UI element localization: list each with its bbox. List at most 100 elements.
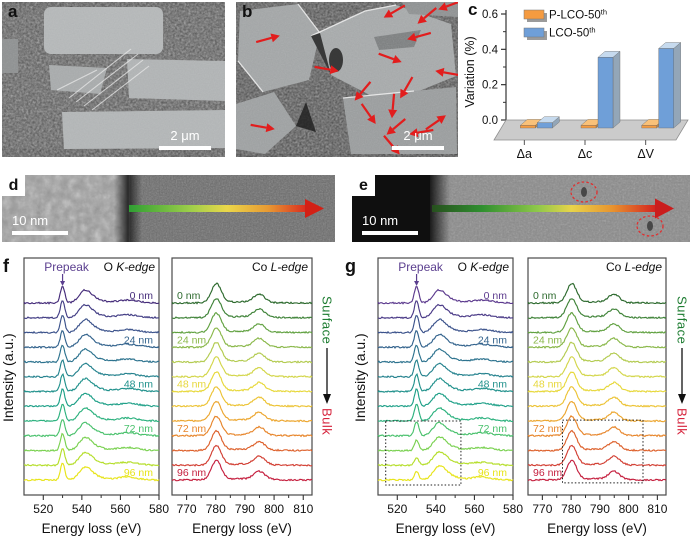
g-depth-legend: Surface Bulk bbox=[672, 296, 692, 436]
eels-curve-16nm bbox=[527, 311, 667, 335]
eels-curve-96nm bbox=[23, 462, 160, 482]
scale-bar-e: 10 nm bbox=[362, 212, 418, 235]
depth-label: 48 nm bbox=[177, 379, 206, 391]
eels-curve-56nm bbox=[527, 386, 667, 408]
eels-curve-88nm bbox=[23, 448, 160, 467]
edge-label: Co L-edge bbox=[606, 260, 662, 274]
eels-curve-0nm bbox=[23, 286, 160, 305]
depth-label: 72 nm bbox=[177, 423, 206, 435]
f-bulk-label: Bulk bbox=[319, 408, 335, 436]
c-legend-label: LCO-50th bbox=[549, 26, 596, 40]
depth-label: 96 nm bbox=[533, 467, 562, 479]
defect-circle-1 bbox=[570, 181, 598, 203]
c-y-tick-label: 0.4 bbox=[482, 44, 499, 56]
eels-curve-56nm bbox=[171, 386, 313, 408]
depth-label: 48 nm bbox=[124, 379, 153, 391]
c-y-tick-label: 0.6 bbox=[482, 9, 498, 21]
depth-label: 96 nm bbox=[124, 467, 153, 479]
eels-curve-80nm bbox=[23, 432, 160, 452]
panel-c-label: c bbox=[468, 0, 478, 19]
scale-bar-d-text: 10 nm bbox=[12, 212, 49, 228]
eels-curve-8nm bbox=[377, 300, 514, 320]
panel-g-label: g bbox=[345, 256, 356, 276]
depth-label: 48 nm bbox=[478, 379, 507, 391]
eels-curve-40nm bbox=[377, 359, 514, 379]
panel-d-label: d bbox=[8, 176, 19, 194]
depth-label: 24 nm bbox=[533, 334, 562, 346]
x-tick-label: 780 bbox=[206, 502, 226, 516]
eels-curve-16nm bbox=[377, 315, 514, 334]
c-legend-swatch bbox=[523, 9, 545, 20]
eels-curve-48nm bbox=[23, 373, 160, 393]
eels-curve-24nm bbox=[23, 330, 160, 349]
defect-arrow bbox=[433, 68, 458, 83]
depth-label: 72 nm bbox=[124, 423, 153, 435]
tem-texture-d bbox=[2, 175, 335, 242]
prepeak-label: Prepeak bbox=[44, 260, 90, 274]
depth-gradient-arrow-e bbox=[432, 205, 657, 212]
scale-bar-b-text: 2 μm bbox=[403, 127, 433, 143]
depth-gradient-arrowhead-d bbox=[305, 199, 324, 218]
eels-curve-72nm bbox=[527, 415, 667, 438]
c-category-label: Δa bbox=[517, 147, 532, 161]
edge-label: Co L-edge bbox=[252, 260, 308, 274]
x-tick-label: 810 bbox=[647, 502, 667, 516]
defect-arrow bbox=[377, 46, 405, 64]
eels-curve-24nm bbox=[171, 327, 313, 350]
depth-label: 24 nm bbox=[478, 334, 507, 346]
eels-curve-0nm bbox=[527, 282, 667, 305]
defect-arrow bbox=[382, 4, 410, 26]
x-tick-label: 800 bbox=[619, 502, 639, 516]
c-category-label: ΔV bbox=[637, 147, 654, 161]
edge-label: O K-edge bbox=[104, 260, 156, 274]
scale-bar-e-line bbox=[362, 231, 418, 235]
f-surface-to-bulk-arrow bbox=[323, 348, 331, 405]
depth-label: 48 nm bbox=[533, 379, 562, 391]
x-tick-label: 580 bbox=[503, 502, 523, 516]
defect-arrow bbox=[420, 108, 447, 131]
f-y-axis-label: Intensity (a.u.) bbox=[0, 333, 16, 422]
x-tick-label: 770 bbox=[532, 502, 552, 516]
f-surface-label: Surface bbox=[319, 296, 335, 345]
panel-f-label: f bbox=[3, 256, 9, 276]
scale-bar-b: 2 μm bbox=[392, 127, 444, 150]
defect-arrow bbox=[398, 75, 420, 103]
eels-curve-32nm bbox=[377, 344, 514, 364]
x-tick-label: 790 bbox=[590, 502, 610, 516]
eels-curve-8nm bbox=[23, 300, 160, 320]
highlight-dotted-box bbox=[385, 420, 462, 486]
eels-plot-g-co-ledge: 0 nm 24 nm 48 nm 72 nm 96 nm 770 780 790 800 810E… bbox=[527, 257, 668, 536]
eels-curve-80nm bbox=[171, 429, 313, 452]
bar-chart-svg: Variation (%) 0.0 0.2 0.4 0.6 Δa Δc ΔV P-LCO-50t… bbox=[463, 8, 689, 161]
defect-arrow bbox=[353, 80, 377, 106]
defect-arrow bbox=[313, 58, 340, 74]
x-tick-label: 790 bbox=[235, 502, 255, 516]
scale-bar-e-text: 10 nm bbox=[362, 212, 399, 228]
eels-curve-32nm bbox=[171, 342, 312, 364]
eels-plot-f-o-kedge: 0 nm 24 nm 48 nm 72 nm 96 nm 520 540 560 580 Ener… bbox=[23, 257, 169, 536]
sem-texture-a bbox=[2, 2, 225, 157]
eels-curve-48nm bbox=[377, 373, 514, 393]
eels-curve-72nm bbox=[377, 421, 514, 438]
eels-curve-56nm bbox=[377, 388, 513, 408]
depth-label: 96 nm bbox=[478, 467, 507, 479]
edge-label: O K-edge bbox=[458, 260, 510, 274]
x-axis-label: Energy loss (eV) bbox=[547, 521, 647, 536]
eels-curve-0nm bbox=[377, 286, 514, 305]
eels-curve-0nm bbox=[171, 282, 313, 305]
panel-e-label: e bbox=[359, 176, 368, 194]
defect-arrow bbox=[360, 99, 383, 126]
defect-arrow-layer bbox=[236, 2, 458, 157]
depth-label: 0 nm bbox=[130, 290, 154, 302]
scale-bar-a-line bbox=[159, 146, 211, 150]
g-surface-label: Surface bbox=[674, 296, 690, 345]
eels-curve-56nm bbox=[23, 388, 159, 408]
g-surface-to-bulk-arrow bbox=[678, 348, 686, 405]
depth-label: 24 nm bbox=[177, 334, 206, 346]
f-depth-legend: Surface Bulk bbox=[317, 296, 337, 436]
eels-curve-24nm bbox=[527, 327, 667, 349]
prepeak-arrow bbox=[414, 281, 420, 286]
x-tick-label: 560 bbox=[464, 502, 484, 516]
eels-curve-96nm bbox=[377, 464, 514, 482]
defect-arrow bbox=[388, 92, 402, 119]
